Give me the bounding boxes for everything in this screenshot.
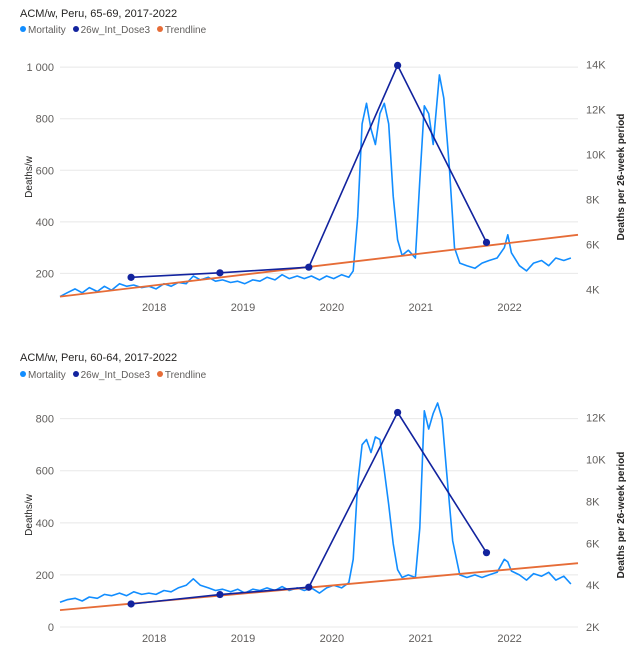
chart-panel-65-69: ACM/w, Peru, 65-69, 2017-2022 Mortality … xyxy=(0,0,638,325)
x-tick-label: 2019 xyxy=(231,633,255,645)
y-axis-title: Deaths/w xyxy=(24,155,35,197)
y2-tick-label: 8K xyxy=(586,496,600,508)
x-tick-label: 2022 xyxy=(497,302,521,314)
y-tick-label: 1 000 xyxy=(26,62,54,74)
y2-tick-label: 4K xyxy=(586,580,600,592)
legend-item-dose[interactable]: 26w_Int_Dose3 xyxy=(72,25,150,36)
data-point-dose3 xyxy=(482,238,491,246)
series-line-trendline xyxy=(59,233,579,298)
legend-item-trendline[interactable]: Trendline xyxy=(156,370,206,381)
series-line-mortality xyxy=(59,74,572,298)
data-point-dose3 xyxy=(305,583,313,591)
y-tick-label: 400 xyxy=(36,518,54,530)
x-tick-label: 2021 xyxy=(408,302,432,314)
data-point-dose3 xyxy=(216,590,224,599)
y2-tick-label: 6K xyxy=(586,538,600,550)
legend-dose-marker xyxy=(72,371,79,377)
y-tick-label: 200 xyxy=(36,268,54,280)
y-tick-label: 0 xyxy=(48,622,54,634)
y2-tick-label: 10K xyxy=(586,149,606,161)
series-line-dose3 xyxy=(131,63,488,279)
data-point-dose3 xyxy=(216,269,224,277)
y-tick-label: 600 xyxy=(36,466,54,478)
data-point-dose3 xyxy=(127,273,135,281)
legend-mortality-marker xyxy=(20,371,26,377)
chart-title: ACM/w, Peru, 60-64, 2017-2022 xyxy=(20,352,178,364)
legend-mortality-marker xyxy=(20,26,26,32)
chart-legend: Mortality 26w_Int_Dose3 Trendline xyxy=(20,370,210,381)
y2-tick-label: 6K xyxy=(586,240,600,252)
y2-axis-title: Deaths per 26-week period xyxy=(616,114,627,241)
data-point-dose3 xyxy=(305,263,313,271)
legend-item-dose[interactable]: 26w_Int_Dose3 xyxy=(72,370,150,381)
chart-legend: Mortality 26w_Int_Dose3 Trendline xyxy=(20,25,210,36)
y2-tick-label: 12K xyxy=(586,413,606,425)
x-tick-label: 2020 xyxy=(320,302,344,314)
series-line-mortality xyxy=(59,402,572,604)
legend-trend-marker xyxy=(156,371,163,377)
chart-plot-60-64: 0 200 400 600 800 2K 4K 6K 8K 10K 12K 2018 2019 2020 2… xyxy=(24,402,627,645)
y2-tick-label: 12K xyxy=(586,104,606,116)
y-tick-label: 800 xyxy=(36,414,54,426)
x-tick-label: 2018 xyxy=(142,302,166,314)
chart-panel-60-64: ACM/w, Peru, 60-64, 2017-2022 Mortality … xyxy=(0,340,638,655)
legend-item-trendline[interactable]: Trendline xyxy=(156,25,206,36)
data-point-dose3 xyxy=(127,600,135,608)
data-point-dose3 xyxy=(394,408,402,417)
y-axis-title: Deaths/w xyxy=(24,493,35,535)
x-tick-label: 2021 xyxy=(408,633,432,645)
y2-tick-label: 4K xyxy=(586,285,600,297)
y-tick-label: 400 xyxy=(36,217,54,229)
y2-tick-label: 10K xyxy=(586,455,606,467)
data-point-dose3 xyxy=(482,549,491,557)
legend-item-mortality[interactable]: Mortality xyxy=(20,25,66,36)
legend-item-mortality[interactable]: Mortality xyxy=(20,370,66,381)
chart-plot-65-69: 200 400 600 800 1 000 4K 6K 8K 10K 12K 14K 2018 2019… xyxy=(24,59,627,314)
y-tick-label: 800 xyxy=(36,114,54,126)
x-tick-label: 2019 xyxy=(231,302,255,314)
y2-axis-title: Deaths per 26-week period xyxy=(616,452,627,579)
legend-dose-marker xyxy=(72,26,79,32)
x-tick-label: 2018 xyxy=(142,633,166,645)
y-tick-label: 200 xyxy=(36,570,54,582)
y-tick-label: 600 xyxy=(36,165,54,177)
x-tick-label: 2022 xyxy=(497,633,521,645)
legend-trend-marker xyxy=(156,26,163,32)
chart-title: ACM/w, Peru, 65-69, 2017-2022 xyxy=(20,8,178,20)
y2-tick-label: 2K xyxy=(586,622,600,634)
y2-tick-label: 14K xyxy=(586,59,606,71)
x-tick-label: 2020 xyxy=(320,633,344,645)
data-point-dose3 xyxy=(394,61,402,69)
y2-tick-label: 8K xyxy=(586,195,600,207)
